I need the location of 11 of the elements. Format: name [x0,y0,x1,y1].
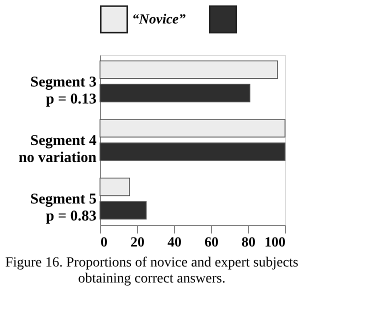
legend-label: “Novice” [132,12,186,28]
x-tick-label: 60 [204,236,218,250]
y-tick-label: Segment 4 no variation [18,133,98,166]
x-tick-label: 40 [168,236,182,250]
caption: Figure 16. Proportions of novice and expert subjects obtaining correct answers. [5,256,298,286]
x-tick-label: 80 [242,236,256,250]
y-tick-label: Segment 3 p = 0.13 [30,74,96,108]
x-tick-label: 100 [264,236,286,250]
x-tick-label: 20 [130,236,144,250]
x-tick-label: 0 [100,236,108,250]
y-tick-label: Segment 5 p = 0.83 [30,192,96,225]
